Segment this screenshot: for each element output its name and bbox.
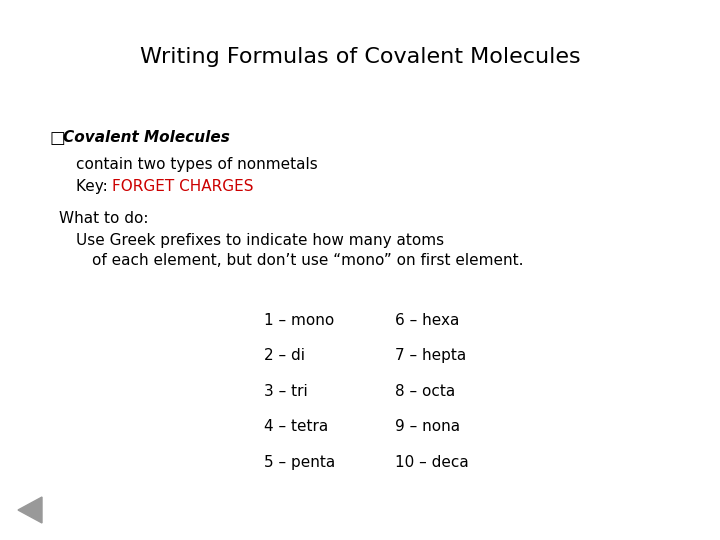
- Text: What to do:: What to do:: [59, 211, 148, 226]
- Text: of each element, but don’t use “mono” on first element.: of each element, but don’t use “mono” on…: [92, 253, 523, 268]
- Text: 2 – di: 2 – di: [264, 348, 305, 363]
- Text: 1 – mono: 1 – mono: [264, 313, 334, 328]
- Text: 10 – deca: 10 – deca: [395, 455, 469, 470]
- Text: 5 – penta: 5 – penta: [264, 455, 336, 470]
- Text: Writing Formulas of Covalent Molecules: Writing Formulas of Covalent Molecules: [140, 46, 580, 67]
- Text: Key:: Key:: [76, 179, 112, 194]
- Text: 7 – hepta: 7 – hepta: [395, 348, 467, 363]
- Text: 8 – octa: 8 – octa: [395, 384, 456, 399]
- Text: Use Greek prefixes to indicate how many atoms: Use Greek prefixes to indicate how many …: [76, 233, 444, 248]
- Text: FORGET CHARGES: FORGET CHARGES: [112, 179, 253, 194]
- Text: 3 – tri: 3 – tri: [264, 384, 307, 399]
- Text: 9 – nona: 9 – nona: [395, 420, 460, 434]
- Text: □: □: [50, 129, 66, 147]
- Text: contain two types of nonmetals: contain two types of nonmetals: [76, 157, 318, 172]
- Text: 4 – tetra: 4 – tetra: [264, 420, 328, 434]
- Polygon shape: [18, 497, 42, 523]
- Text: 6 – hexa: 6 – hexa: [395, 313, 459, 328]
- Text: Covalent Molecules: Covalent Molecules: [63, 130, 230, 145]
